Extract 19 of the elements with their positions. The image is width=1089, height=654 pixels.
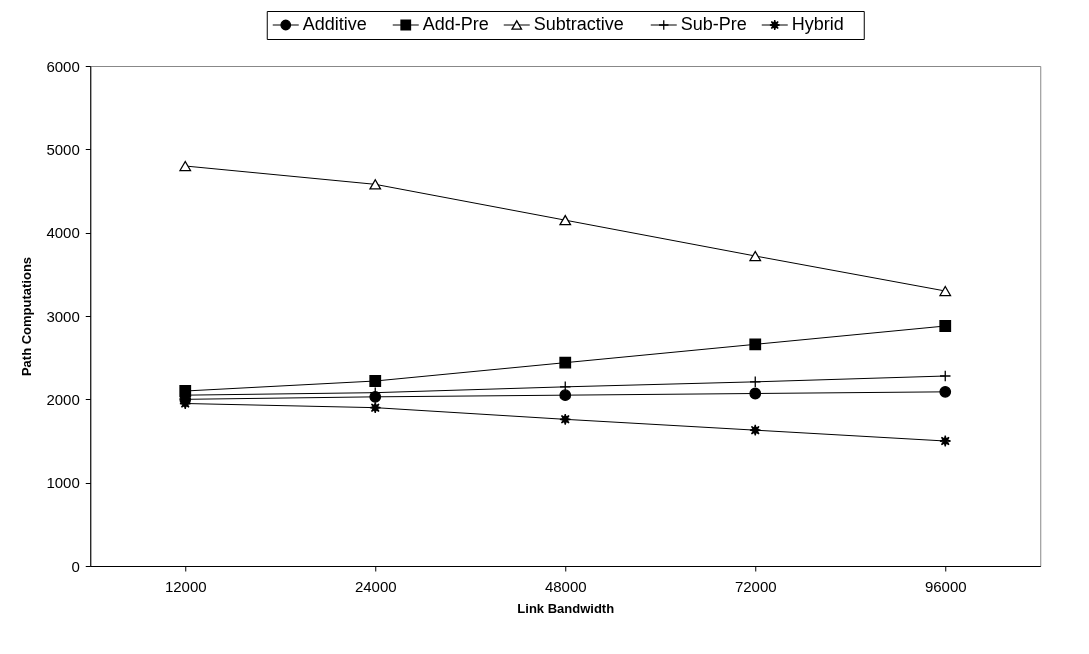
y-tick-label: 1000 bbox=[46, 474, 80, 492]
y-tick-label: 0 bbox=[71, 557, 80, 575]
x-tick-label: 96000 bbox=[924, 577, 967, 595]
legend-label: Add-Pre bbox=[422, 14, 489, 34]
legend-label: Subtractive bbox=[533, 14, 624, 34]
legend-label: Additive bbox=[302, 14, 367, 34]
y-tick-label: 4000 bbox=[46, 224, 80, 242]
x-tick-label: 12000 bbox=[164, 577, 207, 595]
x-tick-label: 72000 bbox=[734, 577, 777, 595]
y-tick-label: 2000 bbox=[46, 390, 80, 408]
legend-label: Sub-Pre bbox=[680, 14, 747, 34]
y-tick-label: 6000 bbox=[46, 57, 80, 75]
x-axis-title: Link Bandwidth bbox=[517, 600, 615, 616]
x-tick-label: 48000 bbox=[544, 577, 587, 595]
legend-label: Hybrid bbox=[791, 14, 844, 34]
y-axis-title: Path Computations bbox=[19, 256, 35, 377]
y-tick-label: 3000 bbox=[46, 307, 80, 325]
x-tick-label: 24000 bbox=[354, 577, 397, 595]
y-tick-label: 5000 bbox=[46, 140, 80, 158]
